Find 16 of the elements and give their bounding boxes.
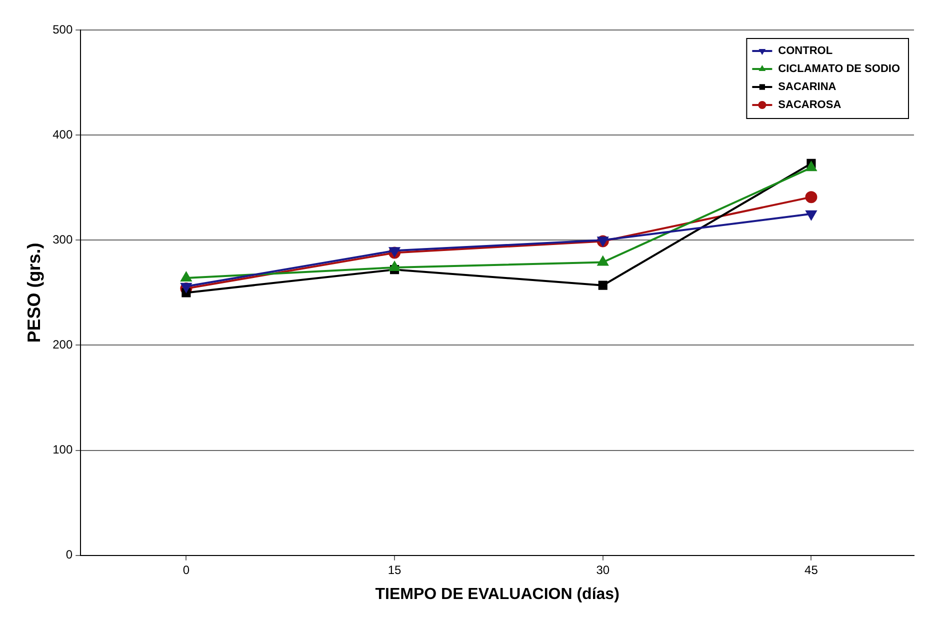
x-tick-label: 0 [182, 562, 190, 577]
x-tick-label: 45 [804, 562, 818, 577]
y-tick-label: 300 [52, 232, 73, 246]
y-tick-label: 500 [52, 22, 73, 36]
legend-label: SACAROSA [778, 99, 842, 112]
legend-label: CICLAMATO DE SODIO [778, 63, 900, 76]
y-tick-label: 0 [66, 548, 73, 562]
x-axis-title: TIEMPO DE EVALUACION (días) [375, 586, 620, 603]
legend-label: CONTROL [778, 45, 833, 58]
y-tick-label: 100 [52, 442, 73, 457]
x-tick-label: 30 [596, 562, 610, 577]
y-tick-label: 200 [52, 338, 73, 352]
y-tick-label: 400 [52, 127, 73, 142]
legend-label: SACARINA [778, 81, 836, 94]
x-tick-label: 15 [388, 562, 402, 577]
y-axis-title: PESO (grs.) [24, 242, 44, 343]
